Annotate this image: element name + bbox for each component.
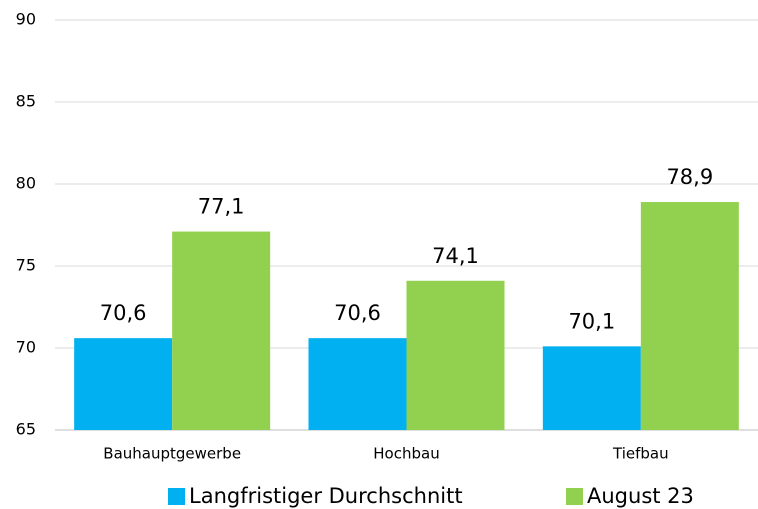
x-tick-label: Bauhauptgewerbe [103, 445, 241, 463]
bar [406, 280, 505, 430]
legend-swatch [566, 488, 583, 505]
bar [542, 346, 641, 430]
bar [640, 202, 739, 430]
y-tick-label: 65 [16, 420, 36, 439]
bar [172, 231, 271, 430]
data-label: 70,1 [568, 309, 615, 333]
data-label: 70,6 [100, 301, 147, 325]
bar [308, 338, 407, 430]
x-tick-label: Hochbau [373, 445, 439, 463]
x-tick-label: Tiefbau [612, 445, 669, 463]
y-tick-label: 75 [16, 256, 36, 275]
data-label: 77,1 [198, 195, 245, 219]
legend-label: August 23 [587, 484, 694, 508]
y-tick-label: 90 [16, 10, 36, 29]
data-label: 78,9 [666, 165, 713, 189]
y-tick-label: 70 [16, 338, 36, 357]
data-label: 74,1 [432, 244, 479, 268]
y-tick-label: 85 [16, 92, 36, 111]
bar [74, 338, 173, 430]
data-label: 70,6 [334, 301, 381, 325]
legend-label: Langfristiger Durchschnitt [189, 484, 463, 508]
y-tick-label: 80 [16, 174, 36, 193]
legend-swatch [168, 488, 185, 505]
